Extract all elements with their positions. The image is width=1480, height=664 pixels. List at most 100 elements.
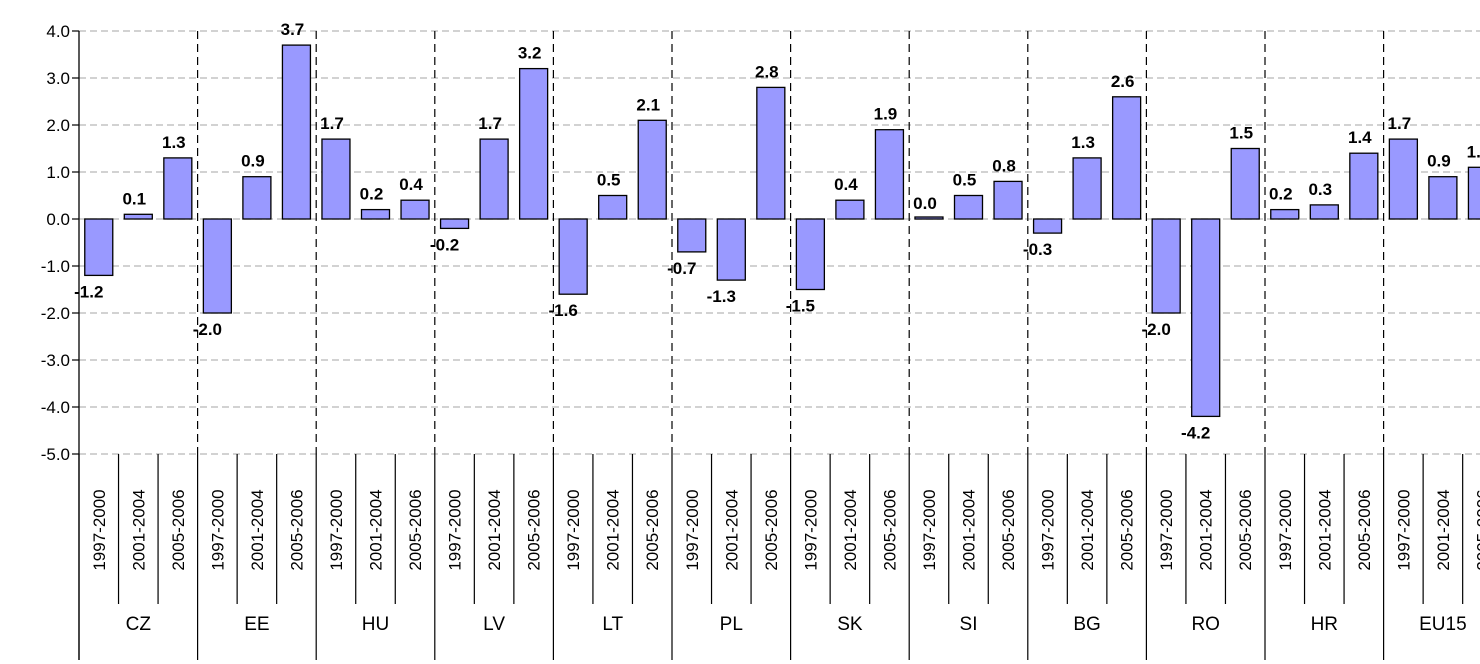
- data-label: 0.1: [122, 189, 146, 208]
- data-label: -0.7: [667, 259, 696, 278]
- data-label: -2.0: [1142, 320, 1171, 339]
- period-label: 1997-2000: [683, 489, 702, 570]
- data-label: 1.9: [874, 105, 898, 124]
- data-label: 0.2: [1269, 185, 1293, 204]
- period-label: 2001-2004: [248, 489, 267, 570]
- data-label: 2.8: [755, 62, 779, 81]
- country-label: CZ: [126, 614, 152, 635]
- country-label: SK: [837, 614, 863, 635]
- period-label: 2001-2004: [129, 489, 148, 570]
- country-label: EU15: [1419, 614, 1467, 635]
- bar: [479, 138, 509, 220]
- bar: [1309, 204, 1339, 220]
- period-label: 2001-2004: [1434, 489, 1453, 570]
- bar: [202, 218, 233, 314]
- bar: [321, 138, 351, 220]
- country-label: HU: [362, 614, 389, 635]
- bar: [914, 216, 944, 220]
- period-label: 2001-2004: [604, 489, 623, 570]
- data-label: 0.9: [241, 152, 265, 171]
- bar: [637, 119, 667, 220]
- period-label: 1997-2000: [801, 489, 820, 570]
- bar: [1072, 157, 1102, 220]
- y-tick-label: 3.0: [46, 69, 70, 88]
- bar: [558, 218, 588, 295]
- data-label: 1.1: [1467, 142, 1480, 161]
- data-label: -1.2: [74, 282, 103, 301]
- data-label: -1.5: [786, 297, 815, 316]
- period-label: 2001-2004: [960, 489, 979, 570]
- y-tick-label: 2.0: [46, 116, 70, 135]
- bar: [1151, 218, 1181, 314]
- data-label: -1.3: [707, 287, 736, 306]
- period-label: 2005-2006: [643, 489, 662, 570]
- bar: [281, 44, 312, 220]
- country-label: RO: [1191, 614, 1220, 635]
- bar: [1230, 147, 1260, 220]
- data-label: 0.4: [399, 175, 423, 194]
- period-label: 2005-2006: [525, 489, 544, 570]
- period-label: 1997-2000: [90, 489, 109, 570]
- period-label: 2005-2006: [999, 489, 1018, 570]
- data-label: 0.8: [992, 156, 1016, 175]
- period-label: 2005-2006: [1473, 489, 1480, 570]
- bar: [795, 218, 826, 291]
- country-label: EE: [244, 614, 269, 635]
- y-tick-label: -5.0: [41, 445, 70, 464]
- data-label: 0.5: [597, 171, 621, 190]
- data-label: 1.3: [162, 133, 186, 152]
- period-label: 2005-2006: [406, 489, 425, 570]
- period-label: 2005-2006: [1355, 489, 1374, 570]
- data-label: 0.4: [834, 175, 858, 194]
- period-label: 2005-2006: [762, 489, 781, 570]
- period-label: 2005-2006: [287, 489, 306, 570]
- period-label: 1997-2000: [564, 489, 583, 570]
- country-label: BG: [1073, 614, 1100, 635]
- period-label: 2001-2004: [1315, 489, 1334, 570]
- bar: [1270, 208, 1300, 220]
- data-label: 0.3: [1308, 180, 1332, 199]
- bar: [123, 213, 153, 220]
- data-label: -0.3: [1023, 240, 1052, 259]
- y-tick-label: -4.0: [41, 398, 70, 417]
- bar: [1191, 218, 1221, 418]
- bar: [518, 67, 549, 220]
- data-label: 0.5: [953, 171, 977, 190]
- period-label: 2001-2004: [485, 489, 504, 570]
- y-tick-label: -2.0: [41, 304, 70, 323]
- bar: [835, 199, 865, 220]
- bar: [874, 129, 905, 220]
- bar: [1032, 218, 1063, 234]
- data-label: 1.3: [1071, 133, 1095, 152]
- bar: [1467, 166, 1480, 220]
- data-label: -0.2: [430, 235, 459, 254]
- period-label: 2001-2004: [841, 489, 860, 570]
- period-label: 2001-2004: [722, 489, 741, 570]
- bar: [360, 208, 391, 220]
- bar: [439, 218, 470, 230]
- country-label: HR: [1311, 614, 1338, 635]
- data-label: 1.7: [478, 114, 502, 133]
- y-tick-label: 0.0: [46, 210, 70, 229]
- bar: [242, 176, 272, 220]
- period-label: 2001-2004: [1078, 489, 1097, 570]
- country-label: PL: [720, 614, 743, 635]
- bar: [716, 218, 746, 281]
- data-label: 1.4: [1348, 128, 1372, 147]
- bar: [163, 157, 193, 220]
- period-label: 2005-2006: [169, 489, 188, 570]
- country-label: LT: [602, 614, 623, 635]
- data-label: 0.2: [360, 185, 384, 204]
- period-label: 1997-2000: [1276, 489, 1295, 570]
- bar: [1428, 176, 1458, 220]
- y-tick-label: -3.0: [41, 351, 70, 370]
- period-label: 1997-2000: [1039, 489, 1058, 570]
- data-label: -4.2: [1181, 423, 1210, 442]
- data-label: 2.6: [1111, 72, 1135, 91]
- period-label: 2005-2006: [880, 489, 899, 570]
- bar: [953, 194, 984, 220]
- bar: [993, 180, 1023, 220]
- period-label: 1997-2000: [446, 489, 465, 570]
- data-label: 0.0: [913, 194, 937, 213]
